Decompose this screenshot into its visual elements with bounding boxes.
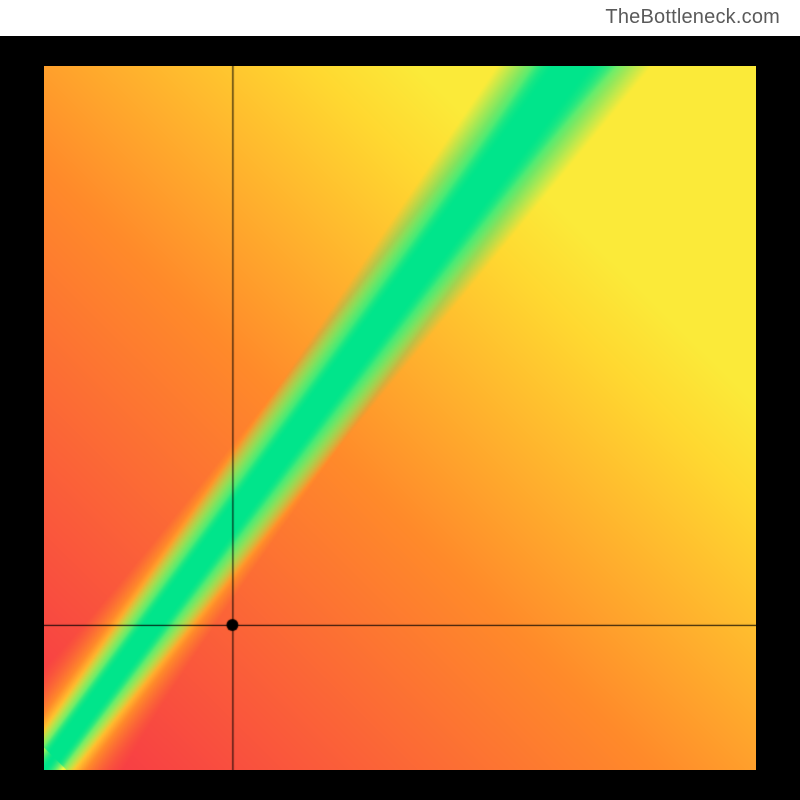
chart-frame [0, 36, 800, 800]
heatmap-plot [44, 66, 756, 770]
page-container: TheBottleneck.com [0, 0, 800, 800]
heatmap-canvas [44, 66, 756, 770]
attribution-label: TheBottleneck.com [605, 6, 780, 29]
